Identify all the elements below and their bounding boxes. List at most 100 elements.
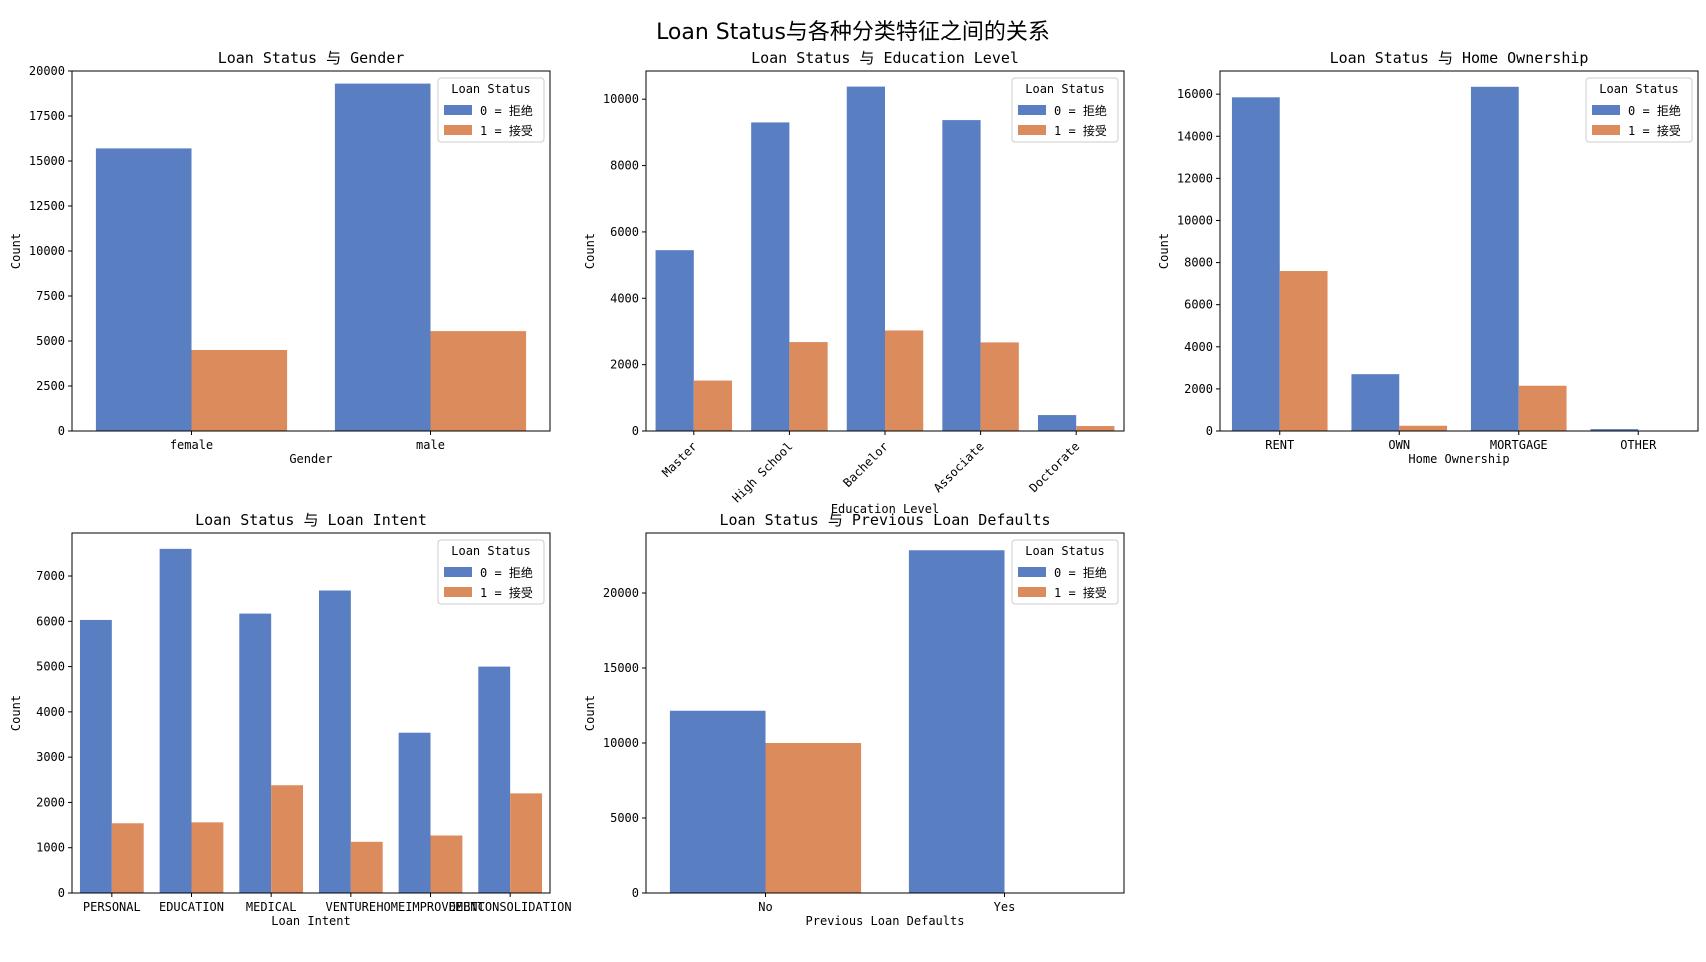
bar-0=拒绝-doctorate <box>1037 415 1077 431</box>
bar-1=接受-female <box>191 350 288 431</box>
y-axis-label: Count <box>1157 233 1171 269</box>
axes-frame <box>645 532 1125 894</box>
chart-title: Loan Status 与 Previous Loan Defaults <box>719 511 1050 529</box>
legend-swatch <box>1592 105 1620 115</box>
y-tick-label: 5000 <box>36 334 65 348</box>
legend-title: Loan Status <box>1025 544 1104 558</box>
x-tick-label: MEDICAL <box>246 900 297 914</box>
legend: Loan Status 0 = 拒绝 1 = 接受 <box>1585 77 1693 143</box>
legend: Loan Status 0 = 拒绝 1 = 接受 <box>437 539 545 605</box>
legend-label: 0 = 拒绝 <box>480 565 533 580</box>
y-tick-label: 7500 <box>36 289 65 303</box>
bar-0=拒绝-other <box>1590 429 1639 431</box>
y-tick-label: 8000 <box>610 159 639 173</box>
bar-0=拒绝-yes <box>908 550 1005 893</box>
y-tick-label: 3000 <box>36 750 65 764</box>
y-axis-label: Count <box>9 695 23 731</box>
y-tick-label: 0 <box>632 886 639 900</box>
bar-0=拒绝-education <box>159 548 192 893</box>
legend-swatch <box>444 587 472 597</box>
bar-1=接受-mortgage <box>1518 385 1567 431</box>
bar-1=接受-education <box>191 822 224 893</box>
y-tick-label: 6000 <box>36 614 65 628</box>
chart-title: Loan Status 与 Home Ownership <box>1330 49 1589 67</box>
bar-0=拒绝-debtconsolidation <box>478 666 511 893</box>
y-tick-label: 2500 <box>36 379 65 393</box>
bar-1=接受-associate <box>980 342 1019 431</box>
y-tick-label: 6000 <box>610 225 639 239</box>
axes-frame <box>71 532 551 894</box>
chart-title: Loan Status 与 Loan Intent <box>195 511 427 529</box>
bar-1=接受-high-school <box>789 342 828 431</box>
bar-0=拒绝-high-school <box>751 122 790 431</box>
x-tick-label: Associate <box>931 439 987 495</box>
chart-panel-3: 0 2000 4000 6000 8000 10000 12000 14000 16000 REN… <box>1157 49 1699 466</box>
bar-1=接受-own <box>1399 425 1448 431</box>
y-tick-label: 10000 <box>603 92 639 106</box>
y-tick-label: 0 <box>58 424 65 438</box>
y-tick-label: 20000 <box>603 586 639 600</box>
y-tick-label: 2000 <box>36 795 65 809</box>
bar-1=接受-master <box>693 380 733 431</box>
legend-title: Loan Status <box>1599 82 1678 96</box>
x-tick-label: MORTGAGE <box>1490 438 1548 452</box>
y-tick-label: 4000 <box>1184 340 1213 354</box>
bar-0=拒绝-own <box>1351 374 1400 431</box>
y-tick-label: 2000 <box>610 358 639 372</box>
y-tick-label: 12500 <box>29 199 65 213</box>
x-tick-label: DEBTCONSOLIDATION <box>449 900 572 914</box>
bar-1=接受-no <box>765 743 862 893</box>
legend-swatch <box>444 125 472 135</box>
legend: Loan Status 0 = 拒绝 1 = 接受 <box>1011 539 1119 605</box>
bar-0=拒绝-male <box>334 83 431 431</box>
y-axis-label: Count <box>583 233 597 269</box>
bar-0=拒绝-associate <box>942 120 981 431</box>
chart-panel-2: 0 2000 4000 6000 8000 10000 Master High School B… <box>583 49 1125 516</box>
chart-panel-5: 0 5000 10000 15000 20000 No Yes Loan Status 与 P… <box>583 511 1125 928</box>
chart-title: Loan Status 与 Gender <box>218 49 405 67</box>
legend-swatch <box>1018 125 1046 135</box>
y-tick-label: 12000 <box>1177 171 1213 185</box>
legend: Loan Status 0 = 拒绝 1 = 接受 <box>1011 77 1119 143</box>
figure-title: Loan Status与各种分类特征之间的关系 <box>656 20 1050 45</box>
bar-0=拒绝-rent <box>1231 97 1280 431</box>
y-tick-label: 5000 <box>36 660 65 674</box>
bar-1=接受-venture <box>350 841 383 893</box>
x-tick-label: High School <box>729 439 795 505</box>
bar-1=接受-rent <box>1279 271 1328 431</box>
y-tick-label: 15000 <box>603 661 639 675</box>
y-tick-label: 10000 <box>29 244 65 258</box>
chart-panel-1: 0 2500 5000 7500 10000 12500 15000 17500 20000 fe… <box>9 49 551 466</box>
y-axis-label: Count <box>583 695 597 731</box>
bar-1=接受-bachelor <box>885 330 924 431</box>
x-tick-label: Bachelor <box>840 439 891 490</box>
x-tick-label: EDUCATION <box>159 900 224 914</box>
y-tick-label: 8000 <box>1184 256 1213 270</box>
y-tick-label: 17500 <box>29 109 65 123</box>
y-tick-label: 20000 <box>29 64 65 78</box>
legend-title: Loan Status <box>451 544 530 558</box>
chart-title: Loan Status 与 Education Level <box>751 49 1019 67</box>
bar-1=接受-doctorate <box>1076 426 1115 431</box>
legend-label: 1 = 接受 <box>480 585 533 600</box>
x-tick-label: RENT <box>1265 438 1294 452</box>
y-tick-label: 2000 <box>1184 382 1213 396</box>
x-axis-label: Home Ownership <box>1408 452 1509 466</box>
bar-1=接受-male <box>430 331 527 431</box>
y-tick-label: 5000 <box>610 811 639 825</box>
y-tick-label: 1000 <box>36 841 65 855</box>
x-tick-label: Master <box>659 439 700 480</box>
legend-label: 0 = 拒绝 <box>1628 103 1681 118</box>
y-tick-label: 14000 <box>1177 129 1213 143</box>
x-tick-label: No <box>758 900 772 914</box>
y-tick-label: 10000 <box>603 736 639 750</box>
bar-1=接受-debtconsolidation <box>510 793 543 893</box>
legend-title: Loan Status <box>1025 82 1104 96</box>
chart-panel-4: 0 1000 2000 3000 4000 5000 6000 7000 PERSONAL EDU… <box>9 511 572 928</box>
y-tick-label: 7000 <box>36 569 65 583</box>
bar-0=拒绝-bachelor <box>846 86 885 431</box>
bar-0=拒绝-female <box>95 148 192 431</box>
y-tick-label: 10000 <box>1177 213 1213 227</box>
y-tick-label: 6000 <box>1184 298 1213 312</box>
